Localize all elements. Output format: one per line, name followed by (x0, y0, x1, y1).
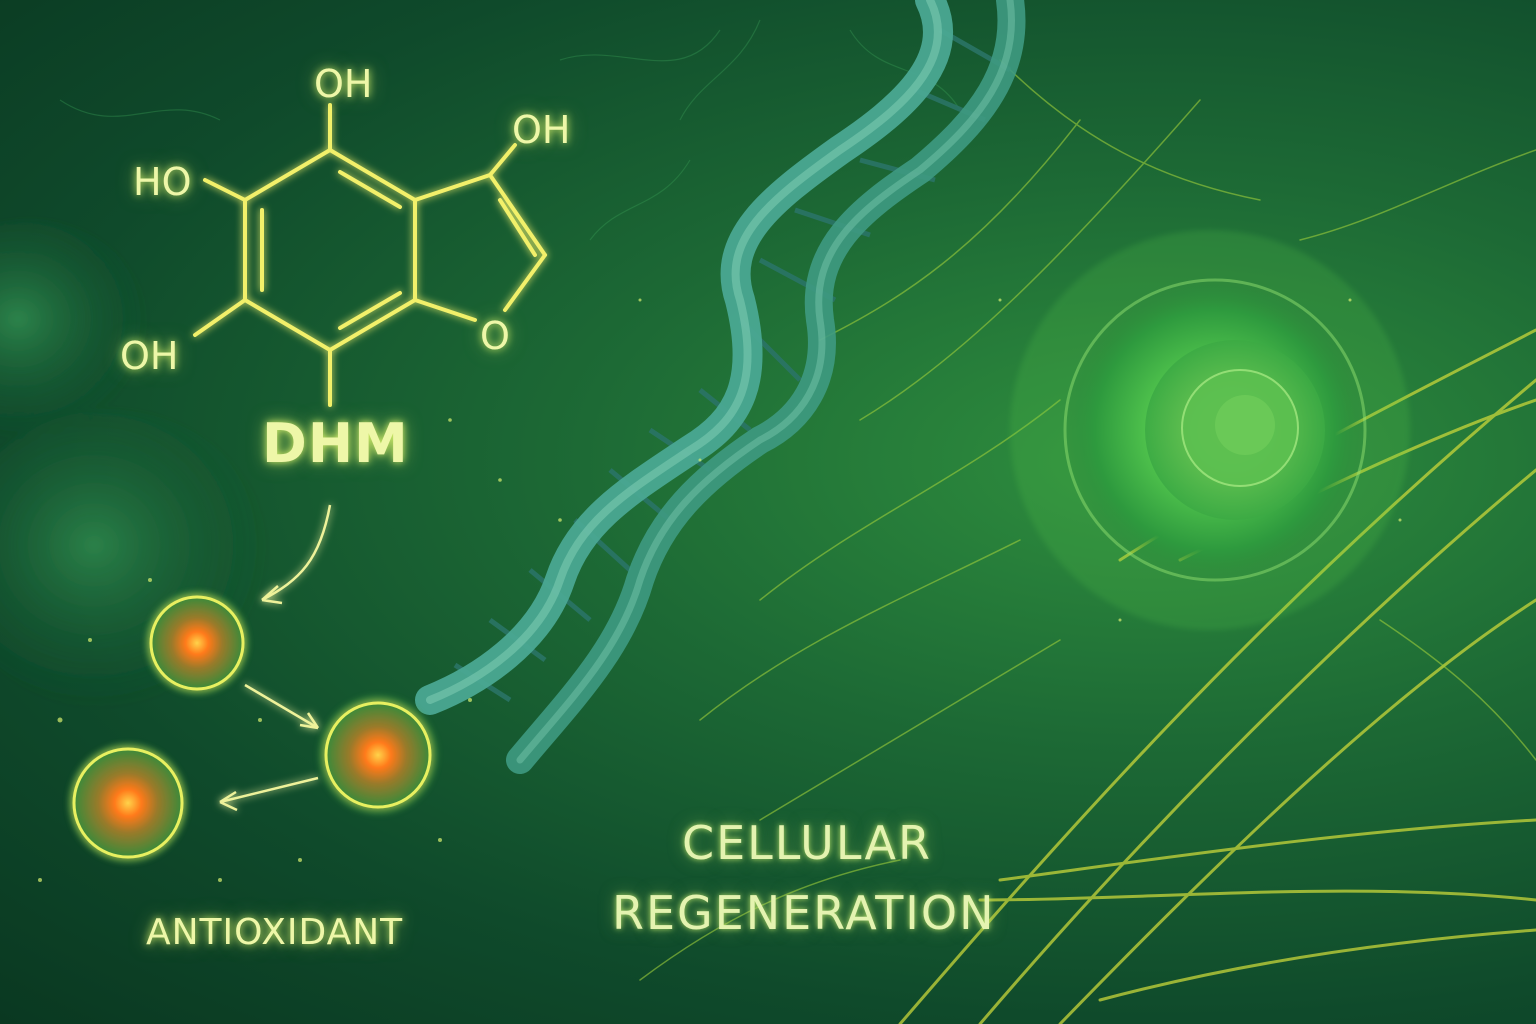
particles (38, 298, 1402, 882)
free-radical-cell-middle (318, 695, 438, 815)
regenerating-cell (1010, 230, 1410, 630)
hydroxyl-bottom-label: OH (120, 334, 179, 378)
free-radical-cell-bottom (68, 743, 188, 863)
free-radical-cells (68, 591, 438, 863)
cellular-label: CELLULAR (682, 816, 932, 870)
dna-helix (415, 0, 1026, 774)
ring-oxygen-label: O (480, 314, 510, 358)
dhm-arrow (261, 504, 332, 605)
hydroxyl-top-label: OH (314, 62, 373, 106)
antioxidant-label: ANTIOXIDANT (146, 912, 404, 953)
hydroxyl-right-label: OH (512, 108, 571, 152)
radical-arrows (219, 683, 320, 812)
free-radical-cell-top (145, 591, 249, 695)
regeneration-label: REGENERATION (612, 886, 996, 940)
background-network (59, 19, 961, 241)
dhm-molecule-structure (193, 103, 547, 407)
dhm-label: DHM (262, 412, 409, 475)
hydroxyl-left-label: HO (133, 160, 192, 204)
